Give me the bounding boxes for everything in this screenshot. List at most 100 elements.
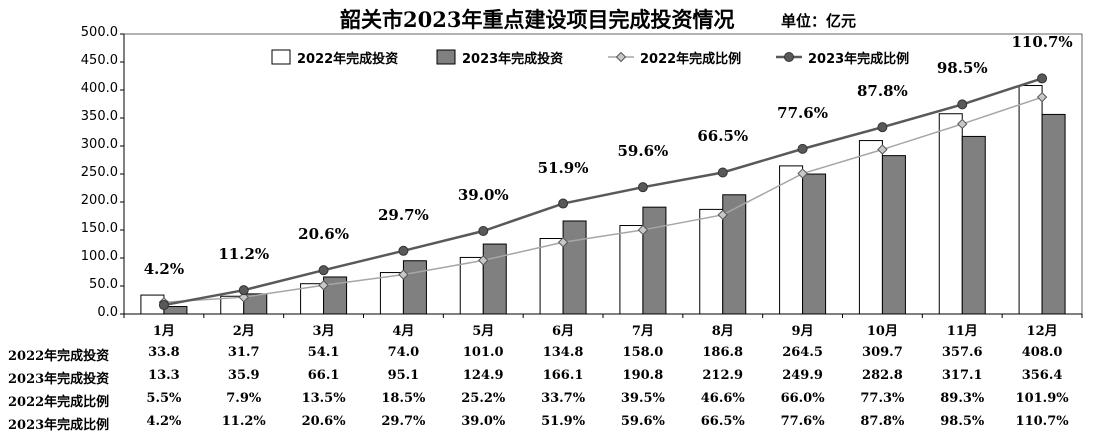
table-cell: 317.1 [941, 368, 983, 383]
table-cell: 7.9% [226, 391, 262, 406]
y-tick-label: 300.0 [80, 137, 118, 152]
table-cell: 186.8 [702, 345, 744, 360]
table-row-label: 2022年完成投资 [8, 349, 110, 364]
marker-2022-ratio [1036, 91, 1048, 103]
legend-2022-ratio-marker [615, 51, 627, 63]
title-row: 韶关市2023年重点建设项目完成投资情况 单位：亿元 [0, 4, 1095, 32]
bar-2023 [1041, 113, 1066, 315]
marker-2023-ratio [1037, 73, 1048, 84]
marker-2022-ratio [957, 118, 968, 130]
table-cell: 264.5 [782, 345, 823, 360]
table-cell: 11.2% [221, 414, 266, 429]
category-label: 1月 [152, 324, 175, 339]
legend-2023-ratio-marker [784, 52, 794, 62]
category-label: 9月 [791, 324, 814, 339]
table-row-label: 2023年完成比例 [8, 418, 110, 433]
table-cell: 309.7 [862, 345, 903, 360]
table-cell: 59.6% [620, 414, 665, 429]
legend-2022-investment: 2022年完成投资 [297, 52, 399, 67]
data-label-2023-ratio: 39.0% [457, 186, 509, 204]
table-cell: 13.5% [301, 391, 346, 406]
y-tick-label: 50.0 [89, 277, 118, 292]
table-cell: 5.5% [146, 391, 182, 406]
table-cell: 408.0 [1021, 345, 1063, 360]
y-tick-label: 0.0 [97, 305, 118, 320]
table-cell: 282.8 [862, 368, 903, 383]
category-label: 3月 [312, 324, 335, 339]
data-label-2023-ratio: 51.9% [537, 158, 589, 177]
table-cell: 212.9 [702, 368, 744, 383]
marker-2022-ratio [717, 209, 728, 221]
category-label: 10月 [866, 324, 898, 339]
table-cell: 249.9 [782, 368, 823, 383]
table-cell: 4.2% [146, 414, 182, 429]
category-label: 11月 [946, 324, 978, 339]
table-cell: 39.0% [461, 414, 506, 429]
table-cell: 35.9 [227, 368, 260, 383]
category-label: 8月 [711, 324, 734, 339]
table-cell: 87.8% [860, 414, 905, 429]
bar-2023 [642, 206, 667, 315]
data-label-2023-ratio: 98.5% [936, 59, 988, 78]
data-label-2023-ratio: 77.6% [777, 103, 828, 122]
table-row-label: 2023年完成投资 [8, 372, 110, 387]
category-label: 5月 [472, 324, 495, 339]
y-tick-label: 100.0 [80, 249, 118, 264]
y-tick-label: 350.0 [80, 109, 118, 124]
data-label-2023-ratio: 11.2% [218, 245, 270, 264]
table-cell: 357.6 [941, 345, 983, 360]
table-cell: 98.5% [940, 414, 985, 429]
table-cell: 31.7 [227, 345, 260, 360]
legend-2023-investment: 2023年完成投资 [462, 52, 564, 67]
table-cell: 18.5% [381, 391, 426, 406]
category-label: 6月 [552, 324, 575, 339]
marker-2022-ratio [877, 144, 888, 155]
marker-2023-ratio [637, 182, 648, 193]
table-cell: 25.2% [461, 391, 506, 406]
legend-2023-investment-swatch [436, 49, 456, 65]
table-cell: 101.0 [462, 345, 504, 360]
table-cell: 29.7% [381, 414, 426, 429]
marker-2022-ratio [398, 269, 409, 280]
bar-2022 [619, 225, 644, 315]
data-label-2023-ratio: 20.6% [298, 225, 349, 244]
marker-2022-ratio [797, 168, 808, 179]
table-cell: 101.9% [1015, 391, 1069, 406]
table-cell: 95.1 [387, 368, 420, 383]
category-label: 12月 [1026, 324, 1058, 339]
legend-2023-ratio: 2023年完成比例 [808, 52, 910, 67]
y-tick-label: 500.0 [80, 25, 118, 40]
marker-2023-ratio [318, 265, 329, 276]
y-tick-label: 450.0 [80, 53, 118, 68]
bar-2022 [459, 256, 484, 315]
table-cell: 74.0 [387, 345, 420, 360]
table-cell: 20.6% [301, 414, 346, 429]
category-label: 7月 [631, 324, 654, 339]
y-tick-label: 400.0 [80, 81, 118, 96]
data-label-2023-ratio: 29.7% [378, 205, 429, 224]
table-row-label: 2022年完成比例 [8, 395, 110, 410]
table-cell: 124.9 [462, 368, 504, 383]
table-cell: 77.3% [860, 391, 905, 406]
bar-2023 [881, 155, 906, 315]
bar-2023 [961, 135, 986, 315]
data-label-2023-ratio: 59.6% [617, 142, 669, 161]
table-cell: 39.5% [620, 391, 665, 406]
marker-2023-ratio [957, 99, 968, 110]
data-label-2023-ratio: 66.5% [697, 127, 749, 146]
bar-2022 [539, 238, 564, 315]
table-cell: 166.1 [542, 368, 584, 383]
bar-2022 [938, 113, 963, 315]
table-cell: 110.7% [1015, 414, 1069, 429]
line-2022-ratio [163, 96, 1043, 304]
marker-2023-ratio [238, 285, 249, 296]
legend-2022-investment-swatch [271, 49, 291, 65]
table-cell: 33.7% [541, 391, 586, 406]
table-cell: 46.6% [700, 391, 745, 406]
data-label-2023-ratio: 4.2% [143, 260, 185, 279]
marker-2023-ratio [558, 198, 569, 209]
marker-2023-ratio [797, 143, 808, 154]
table-cell: 134.8 [542, 345, 584, 360]
category-label: 4月 [392, 324, 415, 339]
